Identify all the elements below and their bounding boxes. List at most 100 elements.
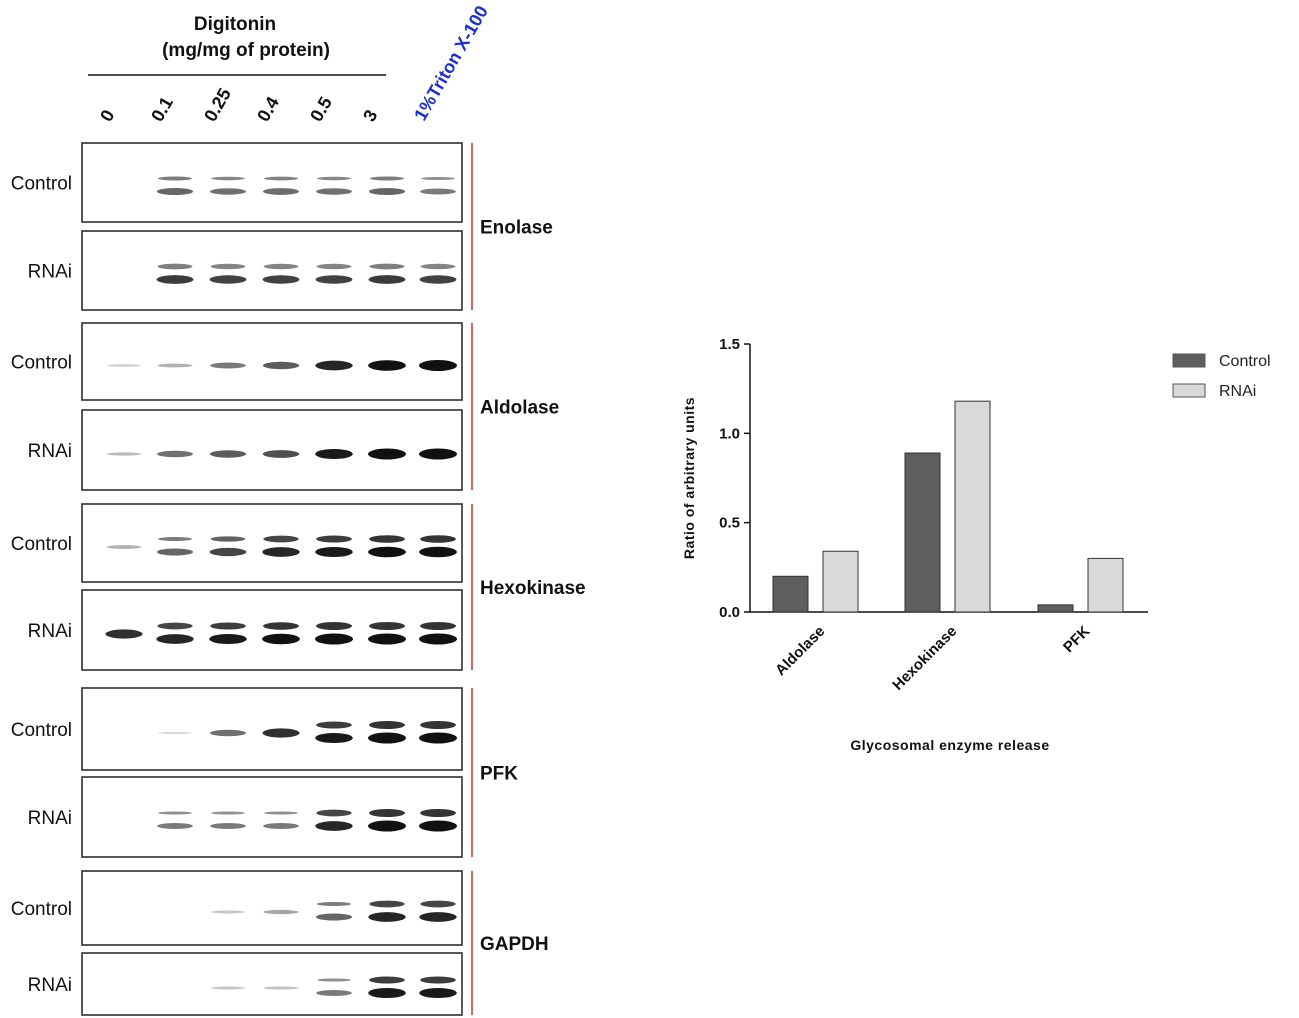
protein-band-upper: [211, 811, 245, 815]
row-label: Control: [11, 720, 72, 741]
chart-category-labels: Aldolase Hexokinase PFK: [772, 623, 1093, 694]
protein-band: [262, 547, 300, 557]
protein-band: [106, 452, 142, 456]
row-label: RNAi: [28, 441, 72, 462]
protein-band-upper: [369, 721, 405, 729]
protein-band: [210, 822, 246, 830]
protein-band: [315, 448, 353, 460]
blot-panel: [81, 870, 463, 946]
protein-band-upper: [263, 263, 299, 270]
protein-band-upper: [369, 809, 405, 817]
protein-band: [105, 629, 143, 639]
protein-band-upper: [316, 809, 352, 817]
protein-band-upper: [420, 622, 456, 630]
lane-label: 0.5: [306, 93, 336, 125]
lane-label: 0.4: [253, 93, 283, 125]
y-tick-label: 1.0: [719, 425, 740, 442]
protein-band: [210, 910, 246, 914]
protein-band-upper: [421, 176, 455, 181]
y-axis-title: Ratio of arbitrary units: [681, 397, 697, 559]
protein-band: [210, 986, 246, 990]
protein-band: [156, 275, 194, 284]
protein-band-upper: [420, 721, 456, 729]
protein-label: Aldolase: [480, 398, 559, 419]
bar-chart: 0.0 0.5 1.0 1.5 Aldolase Hexokinase PFK Ratio…: [681, 336, 1271, 753]
bar-control-pfk: [1037, 604, 1074, 613]
protein-band: [263, 822, 299, 830]
protein-label: PFK: [480, 764, 518, 785]
blot-panel: [81, 230, 463, 311]
protein-band: [419, 820, 457, 832]
lane-label: 0.1: [147, 93, 177, 125]
bar-rnai-aldolase: [822, 550, 859, 613]
bar-control-hexokinase: [904, 452, 941, 613]
lane-label: 1%Triton X-100: [410, 2, 492, 124]
protein-band: [368, 987, 406, 999]
protein-band: [368, 188, 406, 195]
y-tick-label: 1.5: [719, 336, 740, 353]
protein-band-upper: [211, 176, 245, 181]
protein-band: [157, 731, 193, 735]
protein-band: [209, 633, 247, 645]
x-category-label: Aldolase: [772, 623, 828, 679]
protein-band: [210, 729, 246, 737]
protein-band-upper: [420, 263, 456, 270]
row-label: Control: [11, 174, 72, 195]
blot-panel: [81, 952, 463, 1016]
blot-panel: [81, 322, 463, 401]
protein-band: [316, 989, 352, 997]
protein-label: Enolase: [480, 218, 553, 239]
protein-band-upper: [369, 535, 405, 543]
chart-axes: [749, 344, 1148, 613]
row-label: RNAi: [28, 808, 72, 829]
protein-label: GAPDH: [480, 934, 549, 955]
protein-label: Hexokinase: [480, 578, 586, 599]
protein-band: [262, 361, 300, 370]
protein-band: [315, 275, 353, 284]
blot-panel: [81, 503, 463, 583]
protein-band-upper: [263, 535, 299, 543]
protein-band: [315, 732, 353, 744]
protein-band-upper: [420, 809, 456, 817]
protein-band-upper: [316, 263, 352, 270]
lane-label: 3: [359, 106, 381, 125]
protein-band: [315, 821, 353, 831]
digitonin-unit-label: (mg/mg of protein): [162, 40, 330, 61]
protein-band: [419, 912, 457, 922]
protein-band: [157, 363, 193, 368]
protein-band: [368, 360, 406, 371]
blot-header: Digitonin (mg/mg of protein): [88, 14, 386, 76]
protein-band-upper: [158, 811, 192, 815]
lane-labels: 0 0.1 0.25 0.4 0.5 3 1%Triton X-100: [96, 2, 492, 125]
protein-band: [419, 633, 457, 645]
protein-band-upper: [369, 176, 405, 181]
protein-band-upper: [210, 622, 246, 630]
x-category-label: Hexokinase: [889, 623, 960, 694]
blot-panels: Enolase Control RNAi Aldolase Control RNAi Hex…: [11, 142, 586, 1016]
lane-label: 0.25: [200, 85, 235, 125]
x-axis-title: Glycosomal enzyme release: [850, 737, 1049, 753]
protein-band: [368, 546, 406, 558]
protein-band-upper: [263, 622, 299, 630]
protein-band-upper: [369, 900, 405, 908]
protein-band: [368, 633, 406, 645]
protein-band: [209, 275, 247, 284]
protein-band: [419, 448, 457, 460]
blot-panel: [81, 142, 463, 223]
digitonin-label: Digitonin: [194, 14, 276, 35]
protein-band-upper: [369, 976, 405, 984]
protein-band-upper: [369, 622, 405, 630]
protein-band-upper: [157, 537, 193, 541]
protein-band: [315, 360, 353, 371]
row-label: Control: [11, 353, 72, 374]
protein-band: [262, 728, 300, 738]
protein-band: [419, 732, 457, 744]
legend-swatch: [1172, 353, 1206, 368]
protein-band: [157, 822, 193, 830]
protein-band: [368, 275, 406, 284]
protein-band: [156, 548, 194, 556]
protein-band-upper: [157, 622, 193, 630]
protein-band: [106, 545, 142, 549]
protein-band: [368, 448, 406, 460]
